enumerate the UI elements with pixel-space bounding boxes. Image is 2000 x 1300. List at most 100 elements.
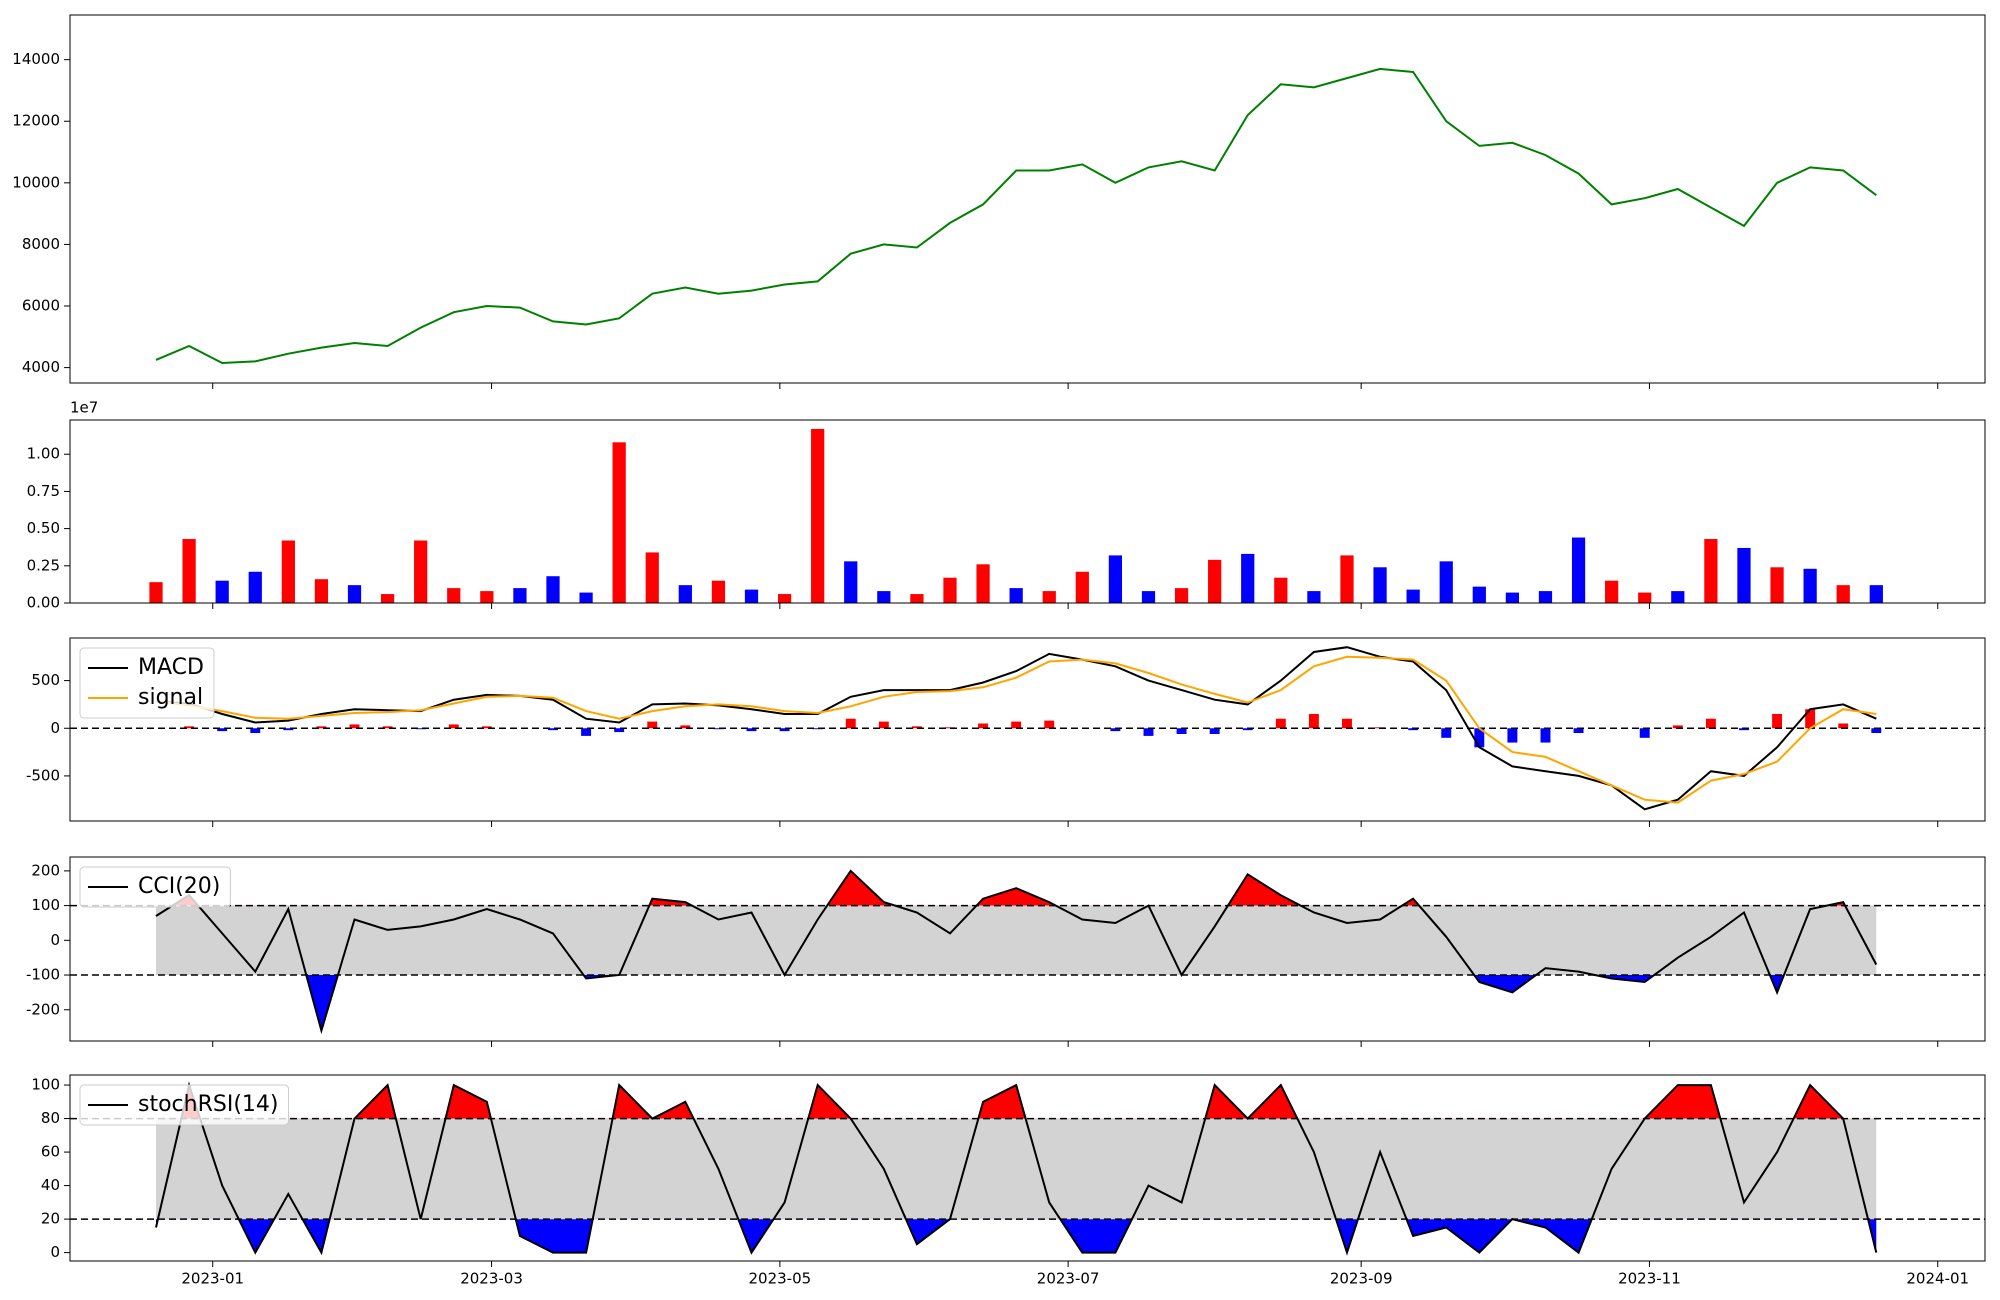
histogram-bar: [812, 728, 823, 730]
histogram-bar: [548, 728, 558, 731]
volume-bar: [182, 539, 196, 603]
volume-bar: [711, 580, 726, 603]
y-tick-label: 60: [41, 1143, 60, 1161]
volume-bar: [1704, 539, 1718, 603]
volume-bar: [1009, 588, 1023, 603]
histogram-bar: [283, 728, 294, 731]
y-tick-label: -200: [26, 1000, 60, 1018]
volume-bar: [1571, 537, 1586, 603]
histogram-bar: [1739, 728, 1749, 731]
volume-bar: [1869, 585, 1883, 603]
y-tick-label: 12000: [12, 112, 60, 130]
histogram-bar: [713, 728, 724, 730]
histogram-bar: [316, 726, 327, 729]
panel-frame: [69, 856, 1986, 1042]
histogram-bar: [1507, 728, 1518, 743]
panel-frame: [69, 419, 1986, 604]
y-tick-label: 200: [31, 861, 60, 879]
volume-bar: [1307, 591, 1321, 603]
histogram-bar: [1705, 718, 1716, 729]
legend-label: MACD: [138, 655, 204, 680]
volume-bar: [1373, 567, 1387, 603]
histogram-bar: [217, 728, 228, 732]
histogram-bar: [1143, 728, 1154, 736]
histogram-bar: [1540, 728, 1551, 743]
neutral-band: [156, 905, 1877, 976]
legend: MACD signal: [79, 647, 215, 719]
histogram-bar: [680, 725, 691, 729]
histogram-bar: [911, 726, 922, 729]
histogram-bar: [250, 728, 261, 734]
y-tick-label: 4000: [22, 358, 60, 376]
histogram-bar: [1209, 728, 1220, 734]
volume-bar: [1340, 555, 1354, 603]
y-tick-label: 100: [31, 896, 60, 914]
histogram-bar: [1176, 728, 1187, 734]
y-tick-label: 500: [31, 671, 60, 689]
y-tick-label: -100: [26, 966, 60, 984]
legend-box: [79, 866, 231, 908]
neutral-band: [156, 1118, 1877, 1220]
volume-bar: [380, 594, 395, 603]
histogram-bar: [614, 728, 625, 733]
x-tick-label: 2023-01: [181, 1270, 244, 1288]
histogram-bar: [978, 723, 989, 729]
y-tick-label: 40: [41, 1176, 60, 1194]
legend-label: stochRSI(14): [138, 1092, 279, 1117]
x-tick-label: 2023-03: [460, 1270, 523, 1288]
histogram-bar: [1110, 728, 1121, 732]
legend: stochRSI(14): [79, 1084, 289, 1126]
y-tick-label: 0.75: [27, 482, 60, 500]
histogram-bar: [1308, 713, 1319, 729]
histogram-bar: [1441, 728, 1452, 738]
histogram-bar: [1871, 728, 1882, 734]
histogram-bar: [1011, 721, 1022, 729]
volume-bar: [1274, 577, 1288, 603]
legend-box: [79, 647, 215, 719]
y-tick-label: 0: [50, 719, 60, 737]
volume-bar: [678, 585, 692, 603]
y-tick-label: 80: [41, 1109, 60, 1127]
legend-label: signal: [138, 685, 203, 710]
histogram-bar: [1242, 728, 1253, 731]
volume-bar: [612, 442, 626, 603]
volume-bar: [1770, 567, 1784, 603]
histogram-bar: [878, 721, 889, 729]
y-tick-label: 14000: [12, 50, 60, 68]
overbought-fill: [172, 870, 1846, 906]
overbought-fill: [181, 1085, 1844, 1119]
volume-bar: [1505, 592, 1520, 603]
histogram-bar: [1342, 718, 1352, 729]
y-tick-label: 100: [31, 1076, 60, 1094]
volume-bar: [1737, 547, 1751, 603]
histogram-bar: [1275, 718, 1286, 729]
histogram-bar: [1838, 723, 1849, 729]
x-tick-label: 2023-09: [1330, 1270, 1393, 1288]
panel-frame: [69, 1074, 1986, 1262]
histogram-bar: [945, 727, 955, 729]
y-tick-label: 10000: [12, 173, 60, 191]
histogram-bar: [1672, 725, 1683, 729]
legend: CCI(20): [79, 866, 231, 908]
price-line: [155, 67, 1877, 365]
volume-bar: [1803, 568, 1817, 603]
y-tick-label: 0.00: [27, 594, 60, 612]
histogram-bar: [184, 726, 195, 729]
volume-bar: [1108, 555, 1123, 603]
volume-bar: [215, 580, 229, 603]
histogram-bar: [1573, 728, 1584, 734]
y-tick-label: 1.00: [27, 445, 60, 463]
series-line: [155, 1081, 1878, 1256]
volume-bar: [1241, 553, 1255, 603]
panel-frame: [69, 14, 1986, 384]
x-tick-label: 2023-11: [1618, 1270, 1681, 1288]
volume-bar: [1042, 591, 1056, 603]
histogram-bar: [349, 724, 360, 729]
volume-bar: [513, 588, 527, 603]
volume-bar: [910, 594, 924, 603]
volume-bar: [844, 561, 858, 603]
volume-bar: [976, 564, 990, 603]
